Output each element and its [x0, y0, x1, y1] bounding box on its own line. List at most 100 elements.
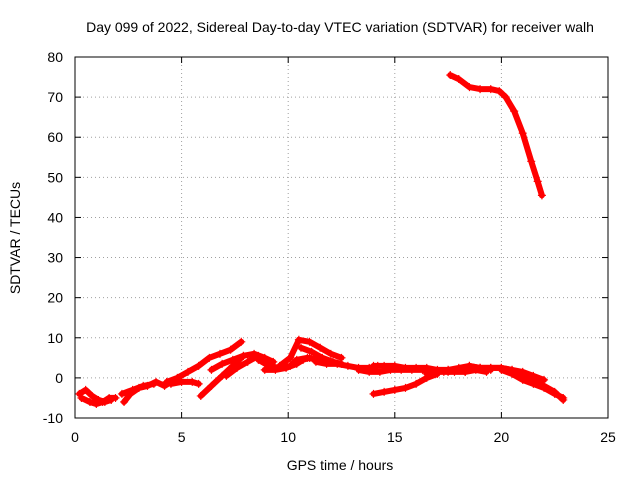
data-point — [326, 349, 335, 358]
data-point — [412, 363, 421, 372]
data-point — [166, 379, 175, 388]
data-point — [486, 363, 495, 372]
data-point — [390, 385, 399, 394]
series-line — [223, 352, 262, 379]
data-point — [271, 365, 280, 374]
data-point — [194, 379, 203, 388]
series-arc-4 — [117, 379, 158, 398]
data-point — [237, 337, 246, 346]
data-point — [333, 359, 342, 368]
y-tick-label: 20 — [47, 290, 63, 306]
data-point — [446, 71, 455, 80]
data-point — [369, 361, 378, 370]
series-arc-21 — [497, 365, 568, 402]
data-point — [183, 367, 192, 376]
series-arc-22 — [446, 71, 546, 200]
data-point — [454, 75, 463, 84]
data-point — [254, 355, 263, 364]
series-arc-12 — [275, 335, 346, 370]
data-point — [501, 93, 510, 102]
data-point — [239, 351, 248, 360]
data-point — [292, 359, 301, 368]
data-point — [550, 389, 559, 398]
series-arc-11 — [260, 353, 314, 374]
y-tick-label: 0 — [55, 370, 63, 386]
x-tick-label: 0 — [71, 429, 79, 445]
data-point — [369, 389, 378, 398]
data-point — [375, 367, 384, 376]
x-tick-label: 10 — [280, 429, 296, 445]
data-point — [85, 397, 94, 406]
data-point — [401, 383, 410, 392]
series-arc-8 — [207, 349, 278, 374]
data-point — [222, 371, 231, 380]
series-arc-2 — [77, 393, 120, 408]
data-point — [88, 391, 97, 400]
data-point — [188, 377, 197, 386]
data-point — [518, 129, 527, 138]
data-point — [533, 177, 542, 186]
data-point — [305, 337, 314, 346]
data-point — [529, 379, 538, 388]
series-line — [118, 380, 157, 397]
x-tick-label: 5 — [178, 429, 186, 445]
series-arc-17 — [369, 369, 442, 398]
data-point — [401, 363, 410, 372]
series-line — [312, 358, 381, 371]
series-line — [163, 338, 245, 385]
data-point — [444, 367, 453, 376]
data-point — [380, 387, 389, 396]
plot-frame — [74, 56, 609, 419]
data-point — [149, 379, 158, 388]
data-point — [77, 393, 86, 402]
data-point — [540, 383, 549, 392]
data-point — [218, 359, 227, 368]
data-point — [422, 369, 431, 378]
y-tick-label: 50 — [47, 169, 63, 185]
y-tick-label: 70 — [47, 89, 63, 105]
data-point — [343, 361, 352, 370]
data-point — [111, 393, 120, 402]
data-point — [275, 361, 284, 370]
y-tick-label: 40 — [47, 209, 63, 225]
data-point — [98, 397, 107, 406]
series-arc-6 — [166, 377, 203, 388]
data-point — [215, 349, 224, 358]
data-point — [465, 363, 474, 372]
data-point — [322, 359, 331, 368]
data-point — [454, 365, 463, 374]
data-point — [527, 157, 536, 166]
data-point — [465, 83, 474, 92]
data-point — [380, 361, 389, 370]
data-point — [117, 389, 126, 398]
data-point — [207, 365, 216, 374]
data-point — [207, 381, 216, 390]
data-point — [486, 85, 495, 94]
data-point — [260, 365, 269, 374]
data-point — [476, 85, 485, 94]
chart-title: Day 099 of 2022, Sidereal Day-to-day VTE… — [86, 19, 594, 35]
data-point — [296, 343, 305, 352]
data-point — [508, 369, 517, 378]
data-series — [75, 71, 568, 408]
data-point — [305, 353, 314, 362]
y-tick-label: 80 — [47, 49, 63, 65]
data-point — [128, 385, 137, 394]
data-point — [194, 361, 203, 370]
data-point — [354, 365, 363, 374]
data-point — [294, 335, 303, 344]
x-tick-label: 15 — [387, 429, 403, 445]
data-point — [365, 367, 374, 376]
data-point — [282, 363, 291, 372]
data-point — [412, 379, 421, 388]
axes: 0 5 10 15 20 25 -10 0 10 20 30 40 50 60 70 80 — [43, 49, 616, 445]
x-tick-label: 20 — [494, 429, 510, 445]
y-tick-label: -10 — [43, 410, 63, 426]
data-point — [495, 87, 504, 96]
data-point — [433, 367, 442, 376]
series-arc-20 — [465, 363, 568, 404]
data-point — [92, 399, 101, 408]
y-tick-label: 30 — [47, 250, 63, 266]
data-point — [518, 375, 527, 384]
